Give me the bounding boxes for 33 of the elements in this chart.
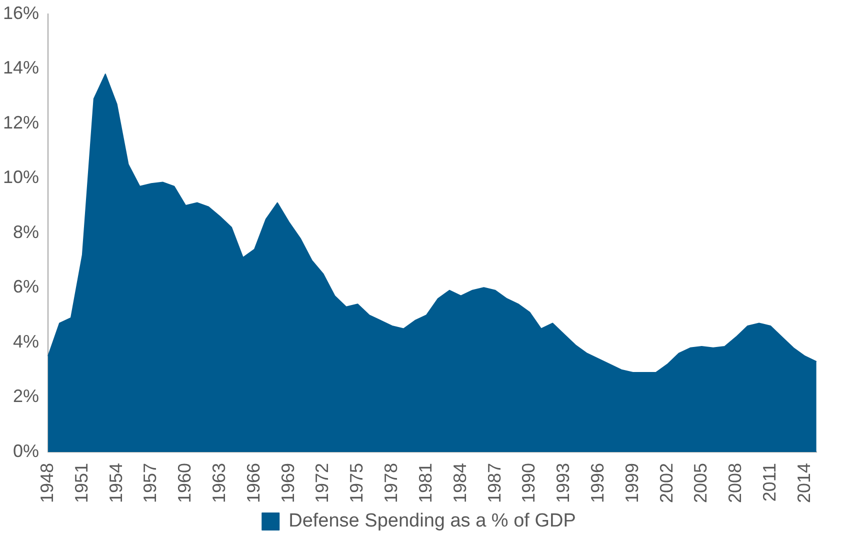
x-tick-label: 1990 bbox=[518, 462, 539, 504]
x-tick-label: 1948 bbox=[36, 462, 57, 504]
x-tick-label: 1951 bbox=[71, 462, 92, 504]
legend-label: Defense Spending as a % of GDP bbox=[288, 510, 576, 532]
x-tick-label: 1987 bbox=[484, 462, 504, 504]
x-tick-label: 1999 bbox=[622, 462, 642, 504]
y-tick-label: 10% bbox=[2, 167, 40, 188]
x-tick-label: 1975 bbox=[346, 462, 367, 504]
y-tick-label: 14% bbox=[2, 58, 40, 78]
x-tick-label: 1978 bbox=[381, 462, 402, 504]
x-tick-label: 2011 bbox=[759, 462, 780, 502]
x-tick-label: 1981 bbox=[415, 462, 436, 504]
x-tick-label: 2002 bbox=[656, 462, 676, 504]
y-tick-label: 12% bbox=[2, 112, 40, 132]
x-tick-label: 1972 bbox=[312, 462, 332, 504]
x-tick-label: 1996 bbox=[587, 462, 608, 504]
x-tick-label: 1969 bbox=[278, 462, 298, 504]
x-tick-label: 1993 bbox=[553, 462, 574, 504]
y-tick-label: 0% bbox=[13, 440, 40, 461]
x-tick-label: 2005 bbox=[690, 462, 711, 504]
x-tick-label: 1960 bbox=[174, 462, 195, 504]
x-tick-label: 1966 bbox=[243, 462, 264, 504]
y-tick-label: 6% bbox=[13, 276, 40, 297]
x-tick-label: 2008 bbox=[725, 462, 746, 504]
y-tick-label: 2% bbox=[13, 386, 40, 406]
y-tick-label: 8% bbox=[13, 222, 40, 242]
x-tick-label: 1984 bbox=[450, 462, 470, 504]
x-tick-label: 1963 bbox=[209, 462, 230, 504]
x-tick-label: 2014 bbox=[794, 462, 814, 504]
x-tick-label: 1957 bbox=[140, 462, 160, 504]
y-tick-label: 4% bbox=[13, 331, 40, 352]
x-tick-label: 1954 bbox=[106, 462, 126, 504]
y-tick-label: 16% bbox=[2, 2, 40, 23]
